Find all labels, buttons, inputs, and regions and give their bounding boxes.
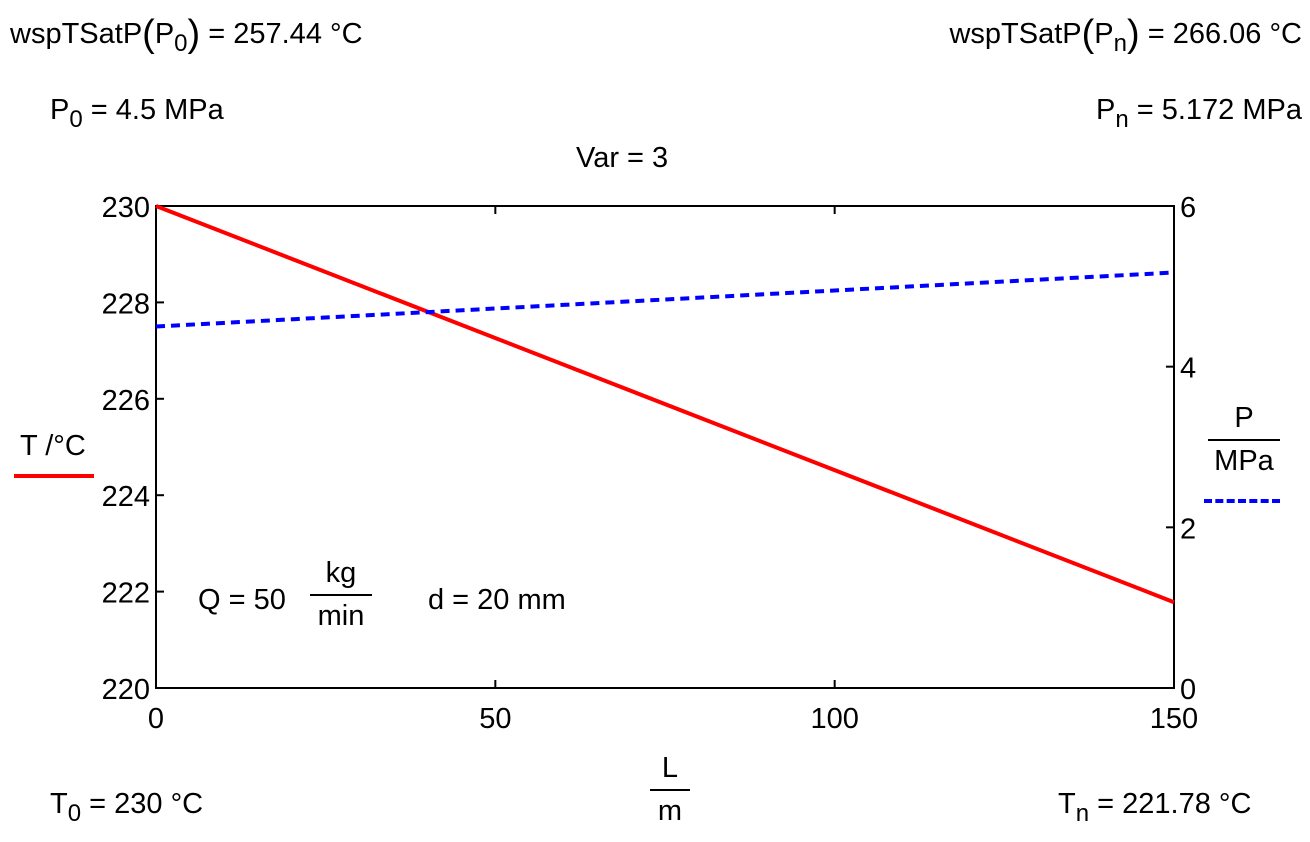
tsat-p0-arg: P	[154, 18, 175, 50]
pn-symbol: P	[1095, 94, 1116, 126]
flow-rate-unit-den: min	[310, 594, 372, 631]
tn-definition: Tn = 221.78 °C	[1058, 788, 1252, 826]
p0-symbol: P	[50, 94, 70, 126]
open-paren: (	[142, 13, 155, 55]
tsat-pn-func: wspTSatP	[949, 18, 1082, 50]
p0-definition: P0 = 4.5 MPa	[50, 94, 224, 132]
y-left-axis-label: T /°C	[20, 430, 86, 462]
close-paren: )	[187, 13, 201, 55]
x-tick-label: 100	[810, 703, 858, 735]
pressure-series-line	[155, 270, 1175, 329]
t0-symbol: T	[50, 788, 68, 820]
x-axis-label-num: L	[661, 752, 679, 784]
x-tick-label: 150	[1150, 703, 1198, 735]
y-left-tick-label: 220	[102, 674, 150, 706]
p0-value: = 4.5 MPa	[90, 94, 224, 126]
temperature-series-line	[155, 204, 1175, 605]
tn-sub: n	[1075, 800, 1090, 827]
p0-sub: 0	[69, 106, 83, 133]
tsat-pn-formula: wspTSatP(Pn) = 266.06 °C	[949, 12, 1302, 56]
x-axis-label-den: m	[650, 789, 690, 826]
y-right-tick-label: 0	[1180, 674, 1196, 706]
tsat-p0-formula: wspTSatP(P0) = 257.44 °C	[10, 12, 363, 56]
tn-value: = 221.78 °C	[1097, 788, 1252, 820]
t0-definition: T0 = 230 °C	[50, 788, 204, 826]
pn-value: = 5.172 MPa	[1136, 94, 1302, 126]
pressure-legend-line	[1204, 499, 1280, 503]
x-tick-label: 50	[479, 703, 511, 735]
diameter-annotation: d = 20 mm	[428, 584, 566, 616]
y-left-tick-label: 222	[102, 578, 150, 610]
y-right-axis-label-den: MPa	[1208, 439, 1280, 476]
x-tick-label: 0	[148, 703, 164, 735]
y-right-axis-label-num: P	[1234, 402, 1254, 434]
flow-rate-unit: kg min	[310, 559, 372, 631]
tsat-p0-value: = 257.44 °C	[208, 18, 363, 50]
tsat-pn-arg: P	[1094, 18, 1114, 50]
tsat-p0-arg-sub: 0	[174, 30, 188, 57]
tsat-pn-arg-sub: n	[1113, 30, 1127, 57]
y-right-tick-label: 6	[1180, 192, 1196, 224]
open-paren: (	[1081, 13, 1095, 55]
y-left-tick-label: 226	[102, 385, 150, 417]
y-right-tick-label: 2	[1180, 513, 1196, 545]
tn-symbol: T	[1058, 788, 1076, 820]
pn-definition: Pn = 5.172 MPa	[1095, 94, 1302, 132]
y-right-tick-label: 4	[1180, 353, 1196, 385]
y-left-tick-label: 230	[102, 192, 150, 224]
plot-frame	[155, 205, 1175, 689]
tsat-p0-func: wspTSatP	[10, 18, 143, 50]
pn-sub: n	[1115, 106, 1129, 133]
flow-rate-prefix: Q = 50	[198, 584, 286, 616]
y-right-axis-label: P MPa	[1208, 404, 1280, 476]
chart-title: Var = 3	[576, 142, 669, 174]
y-left-tick-label: 224	[102, 481, 150, 513]
y-left-tick-label: 228	[102, 288, 150, 320]
t0-value: = 230 °C	[89, 788, 204, 820]
x-axis-label: L m	[650, 754, 690, 826]
tsat-pn-value: = 266.06 °C	[1147, 18, 1302, 50]
flow-rate-unit-num: kg	[325, 557, 357, 589]
temperature-legend-line	[14, 474, 94, 478]
t0-sub: 0	[67, 800, 82, 827]
close-paren: )	[1126, 13, 1140, 55]
